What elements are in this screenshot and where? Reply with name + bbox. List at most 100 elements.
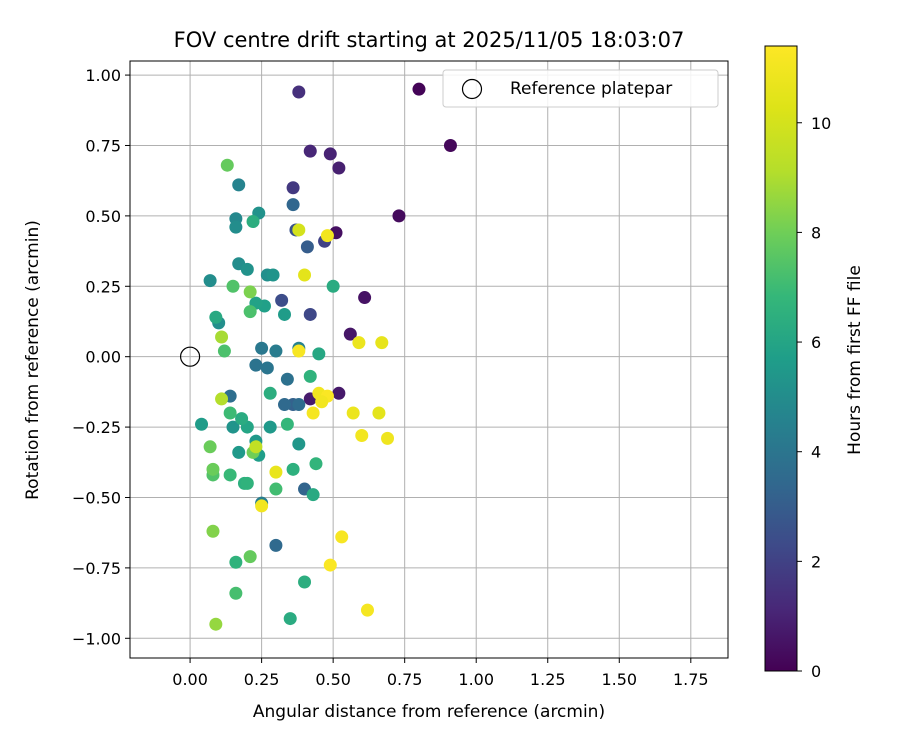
data-point bbox=[229, 220, 243, 234]
data-point bbox=[266, 268, 280, 282]
colorbar-frame bbox=[764, 45, 798, 672]
data-point bbox=[206, 524, 220, 538]
data-point bbox=[246, 215, 260, 229]
reference-platepar-marker bbox=[179, 346, 201, 367]
data-point bbox=[332, 161, 346, 175]
legend-box bbox=[442, 69, 719, 108]
data-point bbox=[269, 344, 283, 358]
data-point bbox=[240, 476, 254, 490]
data-point bbox=[226, 279, 240, 293]
data-point bbox=[255, 341, 269, 355]
data-points bbox=[195, 82, 457, 631]
data-point bbox=[203, 440, 217, 454]
data-point bbox=[243, 285, 257, 299]
y-tick-label: −0.50 bbox=[72, 488, 121, 507]
colorbar-ticks: 0 2 4 6 8 10 bbox=[797, 114, 831, 681]
data-point bbox=[232, 445, 246, 459]
data-point bbox=[392, 209, 406, 223]
data-point bbox=[323, 147, 337, 161]
x-tick-label: 1.75 bbox=[673, 670, 709, 689]
data-point bbox=[381, 431, 395, 445]
colorbar: 0 2 4 6 8 10 Hours from first FF file bbox=[764, 45, 865, 681]
data-point bbox=[303, 369, 317, 383]
data-point bbox=[215, 330, 229, 344]
x-tick-label: 1.00 bbox=[458, 670, 494, 689]
data-point bbox=[249, 440, 263, 454]
x-axis-ticks: 0.00 0.25 0.50 0.75 1.00 1.25 1.50 1.75 bbox=[172, 658, 709, 689]
data-point bbox=[292, 344, 306, 358]
data-point bbox=[278, 398, 292, 412]
data-point bbox=[332, 386, 346, 400]
data-point bbox=[306, 488, 320, 502]
colorbar-tick-label: 10 bbox=[811, 114, 831, 133]
y-tick-label: −0.25 bbox=[72, 418, 121, 437]
data-point bbox=[292, 85, 306, 99]
data-point bbox=[292, 398, 306, 412]
colorbar-tick-label: 8 bbox=[811, 223, 821, 242]
data-point bbox=[255, 499, 269, 513]
x-tick-label: 0.50 bbox=[315, 670, 351, 689]
x-tick-label: 1.25 bbox=[530, 670, 566, 689]
data-point bbox=[309, 457, 323, 471]
colorbar-tick-label: 2 bbox=[811, 552, 821, 571]
data-point bbox=[292, 437, 306, 451]
colorbar-gradient bbox=[765, 46, 797, 671]
data-point bbox=[203, 274, 217, 288]
data-point bbox=[275, 293, 289, 307]
data-point bbox=[249, 358, 263, 372]
data-point bbox=[360, 603, 374, 617]
data-point bbox=[240, 262, 254, 276]
data-point bbox=[280, 417, 294, 431]
y-tick-label: 1.00 bbox=[85, 66, 121, 85]
data-point bbox=[303, 307, 317, 321]
data-point bbox=[326, 279, 340, 293]
data-point bbox=[278, 307, 292, 321]
data-point bbox=[263, 420, 277, 434]
reference-marker-group bbox=[179, 346, 201, 367]
y-tick-label: 0.75 bbox=[85, 136, 121, 155]
x-tick-label: 0.00 bbox=[172, 670, 208, 689]
data-point bbox=[223, 468, 237, 482]
data-point bbox=[243, 550, 257, 564]
x-tick-label: 0.75 bbox=[387, 670, 423, 689]
data-point bbox=[286, 462, 300, 476]
legend-marker-icon bbox=[461, 78, 483, 100]
data-point bbox=[243, 305, 257, 319]
y-tick-label: 0.25 bbox=[85, 277, 121, 296]
grid bbox=[130, 61, 728, 658]
data-point bbox=[229, 555, 243, 569]
x-tick-label: 1.50 bbox=[601, 670, 637, 689]
legend-entry-reference: Reference platepar bbox=[510, 79, 672, 99]
data-point bbox=[206, 462, 220, 476]
data-point bbox=[343, 327, 357, 341]
data-point bbox=[306, 406, 320, 420]
y-tick-label: −0.75 bbox=[72, 559, 121, 578]
data-point bbox=[269, 465, 283, 479]
data-point bbox=[263, 386, 277, 400]
data-point bbox=[303, 144, 317, 158]
y-tick-label: −1.00 bbox=[72, 629, 121, 648]
colorbar-tick-label: 0 bbox=[811, 662, 821, 681]
data-point bbox=[315, 395, 329, 409]
colorbar-tick-label: 6 bbox=[811, 333, 821, 352]
colorbar-tick-label: 4 bbox=[811, 443, 821, 462]
chart-title: FOV centre drift starting at 2025/11/05 … bbox=[174, 28, 685, 52]
data-point bbox=[443, 138, 457, 152]
data-point bbox=[412, 82, 426, 96]
data-point bbox=[209, 617, 223, 631]
data-point bbox=[298, 268, 312, 282]
x-axis-label: Angular distance from reference (arcmin) bbox=[253, 702, 605, 722]
data-point bbox=[215, 392, 229, 406]
data-point bbox=[229, 586, 243, 600]
data-point bbox=[269, 482, 283, 496]
data-point bbox=[372, 406, 386, 420]
data-point bbox=[335, 530, 349, 544]
data-point bbox=[280, 372, 294, 386]
data-point bbox=[220, 158, 234, 172]
data-point bbox=[223, 406, 237, 420]
data-point bbox=[283, 612, 297, 626]
x-tick-label: 0.25 bbox=[244, 670, 280, 689]
plot-frame bbox=[129, 60, 729, 659]
data-point bbox=[323, 558, 337, 572]
